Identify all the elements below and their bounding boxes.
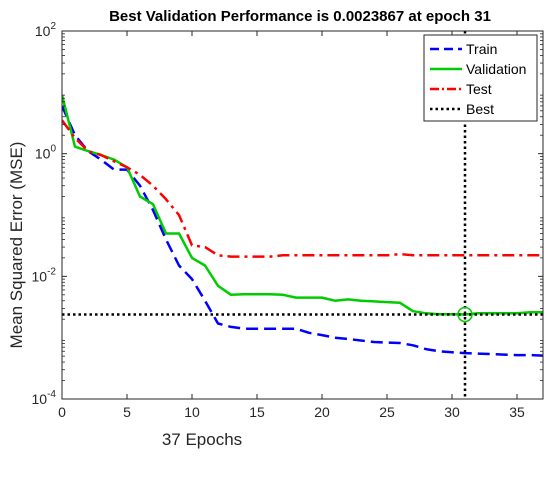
x-tick-label: 15 [249,404,265,420]
legend-label-train: Train [466,41,497,57]
series-line-train [62,105,543,357]
y-tick-label: 10-2 [32,266,57,284]
x-axis-label: 37 Epochs [162,430,242,449]
series-line-validation [62,94,543,316]
x-tick-label: 30 [444,404,460,420]
y-axis-label: Mean Squared Error (MSE) [7,142,26,349]
x-tick-label: 5 [123,404,131,420]
y-tick-label: 100 [35,144,57,162]
x-tick-label: 0 [58,404,66,420]
legend-label-validation: Validation [466,61,526,77]
x-tick-label: 35 [509,404,525,420]
x-tick-label: 25 [379,404,395,420]
best-point-marker [457,306,473,323]
chart-title: Best Validation Performance is 0.0023867… [109,8,491,25]
legend-label-best: Best [466,101,494,117]
plot-frame [61,30,544,400]
x-tick-label: 10 [184,404,200,420]
legend-label-test: Test [466,81,492,97]
legend-box [423,34,538,122]
x-tick-label: 20 [314,404,330,420]
y-tick-label: 10-4 [32,389,57,407]
series-line-test [62,119,543,258]
y-tick-label: 102 [35,21,57,39]
